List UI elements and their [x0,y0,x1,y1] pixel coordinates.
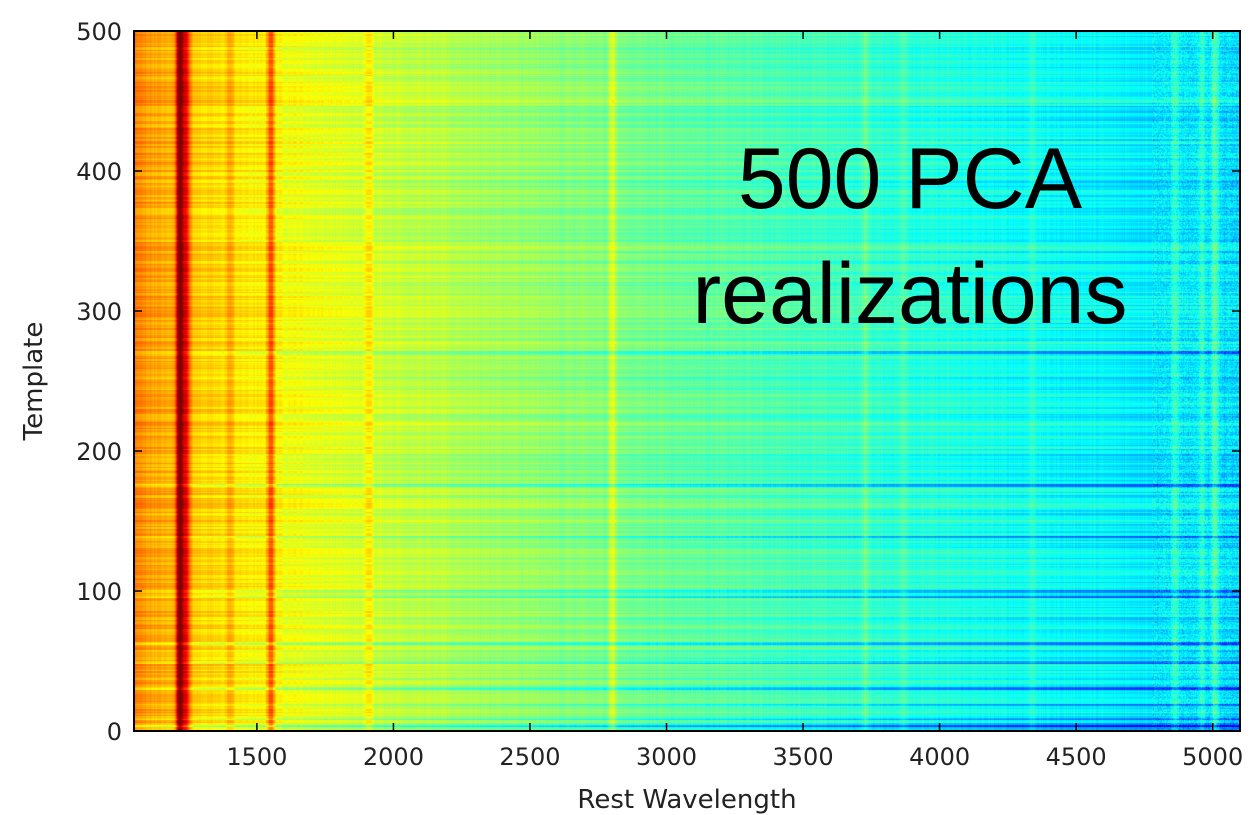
y-axis-label: Template [19,322,49,442]
x-tick-label: 2000 [363,743,424,771]
y-axis-ticks: 0 100 200 300 400 500 [76,18,1240,746]
plot-frame [133,30,1241,732]
heatmap-image [134,31,1240,731]
x-tick-label: 3000 [636,743,697,771]
annotation-line-2: realizations [693,246,1128,342]
x-axis-ticks: 1500 2000 2500 3000 3500 4000 4500 5000 [226,31,1243,771]
y-tick-label: 0 [107,718,122,746]
y-tick-label: 400 [76,158,122,186]
x-axis-label: Rest Wavelength [577,785,796,815]
x-tick-label: 4500 [1046,743,1107,771]
x-tick-label: 1500 [226,743,287,771]
y-tick-label: 100 [76,578,122,606]
x-tick-label: 4000 [909,743,970,771]
y-tick-label: 200 [76,438,122,466]
y-tick-label: 300 [76,298,122,326]
y-tick-label: 500 [76,18,122,46]
x-tick-label: 5000 [1182,743,1243,771]
x-tick-label: 3500 [773,743,834,771]
annotation-line-1: 500 PCA [738,131,1083,227]
x-tick-label: 2500 [499,743,560,771]
